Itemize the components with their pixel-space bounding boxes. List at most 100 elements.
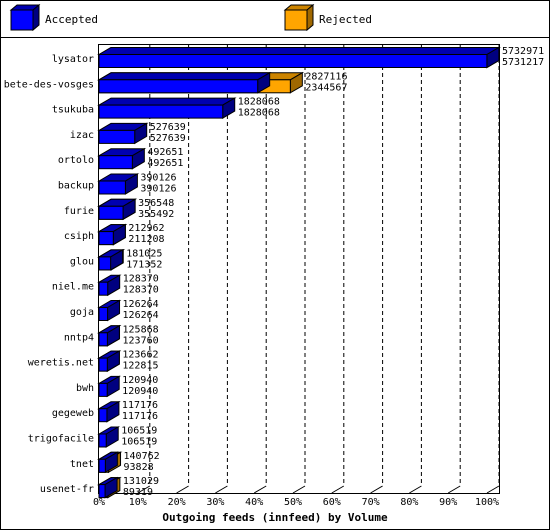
bar-accepted <box>97 198 137 221</box>
legend-swatch-rejected-side <box>306 3 314 32</box>
category-label: goja <box>70 307 94 318</box>
bar-accepted <box>97 173 140 195</box>
x-tick-labels: 0% 10% 20% 30% 40% 50% 60% 70% 80% 90% 100% <box>93 497 499 508</box>
value-label-accepted: 355492 <box>138 209 174 220</box>
bar-accepted <box>97 249 125 271</box>
value-label-accepted: 527639 <box>150 133 186 144</box>
bar-accepted-top <box>97 47 501 55</box>
value-label-rejected: 106519 <box>121 426 157 437</box>
gridline-floor <box>370 485 383 494</box>
bars <box>97 46 501 499</box>
x-tick-label: 80% <box>400 497 418 508</box>
gridline-floor <box>176 485 189 494</box>
bar-accepted <box>97 46 501 69</box>
value-label-accepted: 106519 <box>121 437 157 448</box>
value-label-accepted: 5731217 <box>502 57 544 68</box>
gridline-floor <box>137 485 151 494</box>
category-label: nntp4 <box>64 332 94 343</box>
bar-accepted <box>97 223 128 246</box>
bar-accepted <box>97 350 122 372</box>
value-label-rejected: 356548 <box>138 198 174 209</box>
category-label: furie <box>64 206 94 217</box>
x-tick-label: 100% <box>475 497 499 508</box>
x-tick-label: 40% <box>245 497 263 508</box>
value-label-accepted: 171352 <box>126 259 162 270</box>
bar-accepted <box>97 71 272 94</box>
bar-accepted <box>97 426 121 448</box>
category-label: gegeweb <box>52 408 94 419</box>
legend-swatch-rejected-front <box>284 9 308 31</box>
value-label-accepted: 126264 <box>123 310 159 321</box>
category-labels: lysator bete-des-vosges tsukuba izac ortolo b… <box>4 54 94 495</box>
bar-accepted <box>97 147 147 170</box>
bar-accepted-front <box>98 332 108 347</box>
value-label-rejected: 212962 <box>128 223 164 234</box>
bar-accepted-front <box>98 433 107 448</box>
value-label-rejected: 128370 <box>123 274 159 285</box>
bar-accepted <box>97 97 237 119</box>
value-label-rejected: 125868 <box>123 324 159 335</box>
value-label-accepted: 211208 <box>128 234 164 245</box>
value-label-accepted: 492651 <box>147 158 183 169</box>
legend-swatch-accepted <box>9 3 41 32</box>
value-label-accepted: 123760 <box>123 335 159 346</box>
value-label-rejected: 5732971 <box>502 46 544 57</box>
bar-accepted-top <box>97 72 272 81</box>
gridline-floor <box>292 485 306 494</box>
bar-accepted <box>97 299 122 322</box>
category-label: backup <box>58 181 94 192</box>
bar-accepted <box>97 375 122 398</box>
category-label: trigofacile <box>28 434 94 445</box>
bar-accepted-front <box>98 357 108 372</box>
x-tick-label: 60% <box>323 497 341 508</box>
value-label-rejected: 527639 <box>150 122 186 133</box>
value-label-accepted: 1828068 <box>238 108 280 119</box>
value-label-rejected: 390126 <box>140 173 176 184</box>
x-tick-label: 90% <box>439 497 457 508</box>
gridline-floor <box>486 485 500 494</box>
value-label-rejected: 140762 <box>124 451 160 462</box>
value-label-rejected: 2827116 <box>305 71 347 82</box>
bar-accepted-front <box>98 408 108 423</box>
value-label-rejected: 492651 <box>147 147 183 158</box>
bar-accepted-front <box>98 155 133 170</box>
bar-accepted <box>97 400 121 423</box>
bar-accepted-front <box>98 231 114 246</box>
bar-accepted-front <box>98 129 136 144</box>
value-label-accepted: 93828 <box>124 462 154 473</box>
category-label: bwh <box>76 383 94 394</box>
category-label: lysator <box>52 54 94 65</box>
x-tick-label: 10% <box>129 497 147 508</box>
legend-swatch-accepted-front <box>10 9 34 31</box>
category-label: tsukuba <box>52 105 94 116</box>
bar-accepted <box>97 451 120 474</box>
bar-accepted-top <box>97 97 237 106</box>
value-label-rejected: 1828068 <box>238 97 280 108</box>
value-label-rejected: 120940 <box>122 375 158 386</box>
value-label-rejected: 126264 <box>123 299 159 310</box>
bar-accepted-front <box>98 458 106 473</box>
category-label: tnet <box>70 459 94 470</box>
value-label-accepted: 390126 <box>140 184 176 195</box>
value-label-rejected: 123662 <box>122 350 158 361</box>
x-axis-title: Outgoing feeds (innfeed) by Volume <box>162 511 388 524</box>
value-label-accepted: 117176 <box>122 411 158 422</box>
gridline-floor <box>409 485 422 494</box>
gridline-floor <box>447 485 461 494</box>
bar-accepted-front <box>98 79 259 94</box>
x-tick-label: 50% <box>284 497 302 508</box>
value-label-accepted: 89319 <box>123 487 153 498</box>
bar-accepted-front <box>98 281 109 296</box>
value-label-accepted: 2344567 <box>305 82 347 93</box>
gridline-floor <box>215 485 228 494</box>
category-label: glou <box>70 256 94 267</box>
bar-accepted-front <box>98 104 224 119</box>
bar-accepted-front <box>98 205 124 220</box>
bar-accepted-front <box>98 256 112 271</box>
category-label: ortolo <box>58 155 94 166</box>
bar-accepted-front <box>98 180 126 195</box>
legend-label-accepted: Accepted <box>45 13 98 26</box>
gridline-floor <box>331 485 345 494</box>
value-label-rejected: 117176 <box>122 400 158 411</box>
